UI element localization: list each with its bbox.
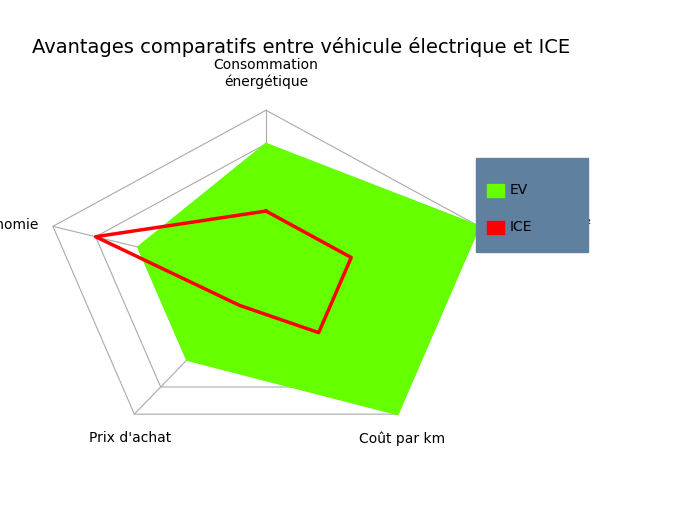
Text: Consommation
énergétique: Consommation énergétique (214, 58, 318, 89)
Text: Emissions CO²: Emissions CO² (492, 218, 592, 232)
Polygon shape (138, 144, 479, 414)
Text: ICE: ICE (510, 220, 532, 234)
Text: Autonomie: Autonomie (0, 218, 40, 232)
Text: Coût par km: Coût par km (358, 431, 444, 446)
Bar (486, 184, 504, 197)
Text: EV: EV (510, 183, 528, 197)
FancyBboxPatch shape (476, 158, 588, 252)
Text: Avantages comparatifs entre véhicule électrique et ICE: Avantages comparatifs entre véhicule éle… (32, 37, 570, 57)
Bar (486, 220, 504, 234)
Text: Prix d'achat: Prix d'achat (89, 431, 172, 445)
